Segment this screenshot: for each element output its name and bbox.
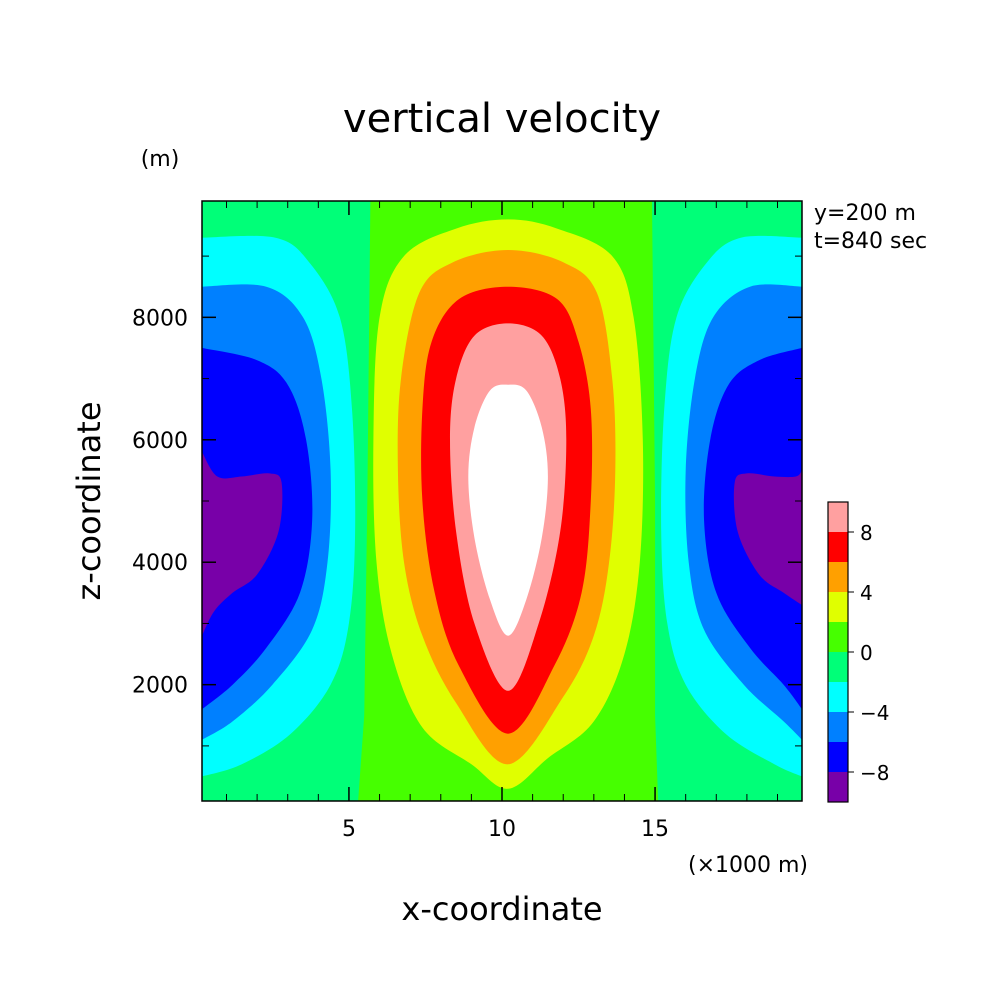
contour-band--8-right <box>733 470 802 606</box>
annotation-t: t=840 sec <box>814 229 927 254</box>
y-tick-label: 4000 <box>132 551 188 576</box>
colorbar-tick-label: 4 <box>860 581 873 605</box>
contour-band-10 <box>468 384 548 636</box>
colorbar-tick-label: −4 <box>860 701 889 725</box>
y-axis-label: z-coordinate <box>70 401 108 600</box>
colorbar-swatch <box>828 682 848 712</box>
axis-ticks: 5 10 15 2000 4000 6000 8000 <box>132 201 802 842</box>
colorbar-tick-label: 8 <box>860 521 873 545</box>
chart-title: vertical velocity <box>343 96 661 142</box>
colorbar-swatch <box>828 562 848 592</box>
colorbar-swatch <box>828 622 848 652</box>
y-tick-label: 2000 <box>132 674 188 699</box>
x-tick-label: 10 <box>488 817 516 842</box>
x-tick-label: 15 <box>641 817 669 842</box>
contour-band--8-left <box>202 452 283 636</box>
y-tick-label: 6000 <box>132 429 188 454</box>
colorbar-swatch <box>828 742 848 772</box>
colorbar: −8 −4 0 4 8 <box>827 501 889 803</box>
y-unit-label: (m) <box>141 147 180 172</box>
colorbar-swatch <box>828 502 848 532</box>
colorbar-tick-label: 0 <box>860 641 873 665</box>
y-tick-label: 8000 <box>132 306 188 331</box>
x-unit-label: (×1000 m) <box>688 853 808 878</box>
colorbar-tick-label: −8 <box>860 761 889 785</box>
annotation-y: y=200 m <box>814 201 916 226</box>
contour-field <box>202 201 802 801</box>
x-tick-label: 5 <box>342 817 356 842</box>
colorbar-swatch <box>828 532 848 562</box>
colorbar-swatch <box>828 772 848 802</box>
x-axis-label: x-coordinate <box>401 890 602 928</box>
colorbar-swatch <box>828 652 848 682</box>
colorbar-swatch <box>828 592 848 622</box>
colorbar-swatch <box>828 712 848 742</box>
